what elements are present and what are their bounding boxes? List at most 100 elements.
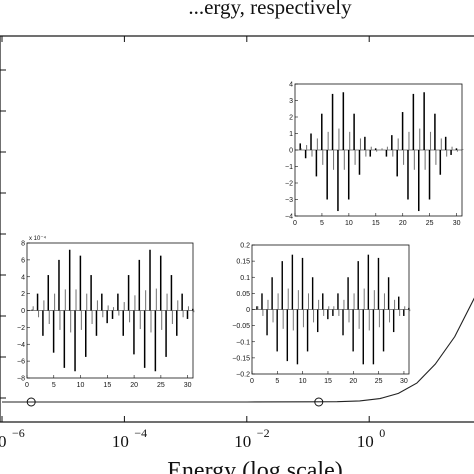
bar-secondary [338,309,340,316]
inset-x-tick-label: 20 [399,220,407,227]
bar [372,309,375,365]
bar-secondary [282,309,284,329]
bar-secondary [262,309,264,316]
inset-x-tick-label: 15 [103,382,111,389]
energy-curve [2,297,474,407]
inset-x-tick-label: 20 [349,378,357,385]
bar-secondary [96,300,98,311]
bar-secondary [440,138,442,150]
inset-y-tick-label: −0.1 [236,339,250,346]
bar-secondary [386,146,388,150]
bar [332,309,334,316]
bar [408,307,410,310]
bar-secondary [102,310,104,318]
bar [170,275,173,311]
inset-x-tick-label: 0 [293,220,297,227]
bar [276,309,278,352]
bar-secondary [48,310,50,324]
bar-secondary [300,148,302,150]
bar [291,254,294,310]
bar [271,277,273,310]
x-tick-label: 10 [357,432,374,451]
bar [266,309,268,336]
bar-secondary [59,310,61,330]
bar [36,293,39,311]
x-tick-exponent: −2 [257,426,270,440]
bar-secondary [257,306,259,310]
plot-frame [0,35,474,423]
bar [398,296,400,310]
bar-secondary [409,309,411,312]
bar [321,113,323,150]
x-tick-exponent: −6 [12,426,25,440]
bar [342,92,345,150]
inset-y-tick-label: 8 [21,241,25,248]
bar-secondary [370,146,372,150]
bar [85,310,87,357]
bar-secondary [166,293,168,311]
inset-x-tick-label: 10 [345,220,353,227]
inset-x-tick-label: 5 [320,220,324,227]
bar [299,143,301,150]
bar-secondary [38,310,40,318]
bar [401,112,404,150]
bar-secondary [348,309,350,323]
bar-secondary [389,309,391,323]
bar [347,150,350,200]
bar [337,150,339,212]
bar [149,249,151,311]
bar-secondary [322,150,324,165]
bar [127,275,130,311]
bar-secondary [272,309,274,323]
bar-secondary [75,289,77,311]
bar [154,310,157,372]
bar-secondary [129,310,131,323]
inset-y-tick-label: 2 [289,115,293,122]
bar [63,310,66,368]
bar [101,293,103,311]
bar-secondary [177,300,179,311]
bar [455,148,458,150]
bar [47,275,50,311]
inset-x-tick-label: 20 [130,382,138,389]
bar-secondary [287,288,289,310]
bar-secondary [354,150,356,165]
bar-secondary [376,150,378,152]
bar [331,93,334,150]
bar-secondary [134,295,136,311]
bar-secondary [107,305,109,311]
bar-secondary [359,138,362,150]
inset-y-tick-label: −3 [285,197,293,204]
bar [403,309,405,316]
bar [68,249,71,311]
inset-y-tick-label: 6 [21,257,25,264]
bar-secondary [139,310,141,330]
inset-x-tick-label: 25 [375,378,383,385]
inset-y-tick-label: −0.2 [236,372,250,379]
inset-y-tick-label: 2 [21,291,25,298]
bar [52,310,55,353]
bar-secondary [343,299,345,310]
bar [106,310,108,324]
bar-secondary [316,138,318,150]
inset-y-tick-label: −0.15 [232,355,250,362]
inset-y-tick-label: 0.2 [240,243,250,250]
bar-secondary [86,293,88,311]
bar [31,309,33,311]
bar [439,150,442,175]
bar-secondary [145,290,147,311]
bar-secondary [267,299,269,310]
bar-secondary [311,150,313,157]
bar [374,148,377,150]
bar [186,310,189,319]
bar-secondary [381,148,383,150]
inset-x-tick-label: 30 [400,378,408,385]
inset-y-tick-label: −6 [17,359,25,366]
inset-y-tick-label: 4 [21,274,25,281]
bar [385,150,388,157]
bar [352,309,354,352]
bar-secondary [182,310,184,318]
bar-secondary [112,307,115,311]
